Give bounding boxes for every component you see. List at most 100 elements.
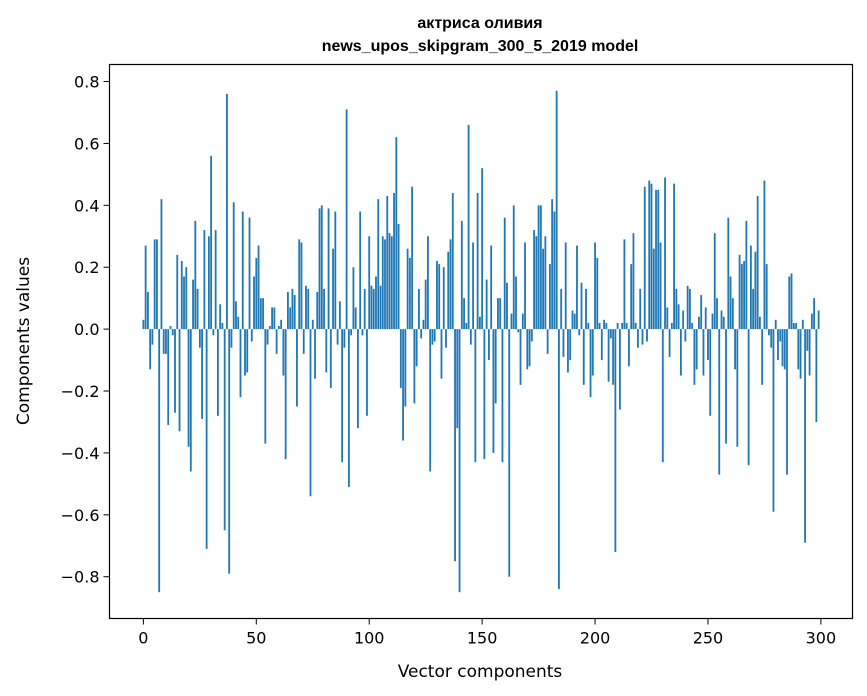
bar [718, 329, 721, 475]
bar [327, 208, 330, 330]
bar [390, 236, 393, 330]
bar [180, 261, 183, 330]
bar [591, 329, 594, 376]
bar [688, 288, 691, 330]
bar [725, 329, 727, 444]
bar [806, 329, 809, 351]
bar [298, 239, 301, 330]
bar [296, 329, 298, 407]
bar [795, 322, 797, 330]
bar [465, 322, 468, 330]
bar [562, 329, 565, 357]
bar [666, 307, 669, 330]
bar [332, 248, 334, 330]
bar [149, 329, 152, 370]
bar [695, 329, 698, 370]
bar [481, 168, 484, 330]
bar [772, 329, 775, 512]
y-tick-label: −0.8 [61, 568, 100, 587]
bar [761, 329, 764, 385]
bar [677, 304, 680, 330]
bar [467, 124, 470, 330]
bar [664, 177, 666, 330]
bar [223, 329, 226, 531]
bar [359, 211, 362, 330]
bar [702, 329, 705, 376]
bar [652, 248, 655, 330]
y-tick-label: −0.6 [61, 506, 100, 525]
bar [673, 183, 675, 330]
bar [417, 288, 420, 330]
bar [207, 236, 210, 330]
bar [605, 322, 608, 330]
bar [363, 288, 366, 330]
bar [759, 316, 761, 330]
bar [810, 313, 813, 330]
bar [567, 329, 569, 373]
bar [449, 239, 452, 330]
bar [176, 254, 179, 330]
x-tick-label: 0 [138, 629, 148, 648]
chart-title-line2: news_upos_skipgram_300_5_2019 model [322, 38, 639, 55]
bar [704, 307, 707, 330]
bar [736, 329, 739, 447]
bar [198, 329, 201, 348]
bar [162, 329, 165, 354]
bar [600, 329, 603, 361]
bar [341, 329, 344, 463]
bar [709, 329, 712, 416]
bar [515, 276, 517, 330]
bar [711, 313, 714, 330]
bar [490, 245, 493, 330]
bar [539, 205, 542, 330]
bar [458, 329, 461, 593]
bar [291, 288, 294, 330]
bar [686, 285, 689, 330]
bar [804, 329, 806, 543]
bar [693, 329, 696, 385]
bar [456, 329, 459, 429]
plot-frame [108, 63, 854, 620]
bar [445, 329, 447, 348]
bar [508, 329, 511, 577]
bar [731, 298, 734, 330]
bar [214, 230, 217, 330]
bar [158, 329, 161, 593]
bar [488, 329, 490, 361]
bar [729, 276, 732, 330]
bar [153, 239, 156, 330]
bar [483, 329, 486, 460]
bar [707, 329, 709, 361]
bar [521, 313, 524, 330]
bar [235, 301, 237, 330]
bar [237, 316, 240, 330]
bar [817, 310, 820, 330]
bar [756, 196, 759, 330]
bar [476, 192, 479, 330]
bar [381, 236, 384, 330]
bar [494, 329, 497, 404]
bar [433, 329, 436, 342]
bar [388, 233, 391, 330]
bar [282, 329, 285, 376]
bars-group [142, 90, 820, 593]
bar [691, 322, 694, 330]
bar [309, 329, 312, 497]
bar [307, 288, 310, 330]
bar [503, 217, 506, 330]
bar [217, 329, 219, 416]
bar [713, 233, 716, 330]
bar [246, 329, 249, 373]
bar [517, 329, 520, 333]
bar [187, 329, 190, 447]
bar [698, 316, 700, 330]
bar [743, 261, 746, 330]
y-tick-label: 0.0 [74, 320, 99, 339]
bar [614, 329, 617, 552]
bar [273, 307, 276, 330]
x-tick-label: 100 [354, 629, 385, 648]
bar [587, 322, 590, 330]
bar [300, 242, 303, 330]
bar [786, 329, 788, 475]
bar [661, 329, 664, 463]
